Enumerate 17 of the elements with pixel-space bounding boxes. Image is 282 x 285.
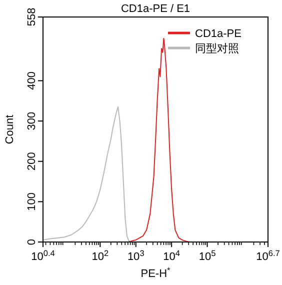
x-tick-label: 10$^{0.4}$ [31,248,56,263]
y-tick-label: 300 [26,112,38,130]
y-tick-label: 100 [26,192,38,211]
legend-label: 同型对照 [195,42,239,55]
legend-label: CD1a-PE [195,28,242,40]
y-axis-title: Count [4,114,16,144]
y-tick-label: 200 [26,152,38,171]
x-tick-label: 10$^{4}$ [163,248,180,263]
x-axis-title: PE-H$^{*}$ [140,266,172,280]
x-tick-label: 10$^{2}$ [92,248,109,263]
x-tick-label: 10$^{6.7}$ [256,248,280,263]
y-tick-label: 400 [26,72,38,90]
x-tick-label: 10$^{3}$ [127,248,145,263]
chart-title: CD1a-PE / E1 [120,3,190,15]
y-tick-label: 0 [26,238,38,246]
y-tick-label: 558 [26,8,38,26]
x-tick-label: 10$^{5}$ [198,248,216,263]
